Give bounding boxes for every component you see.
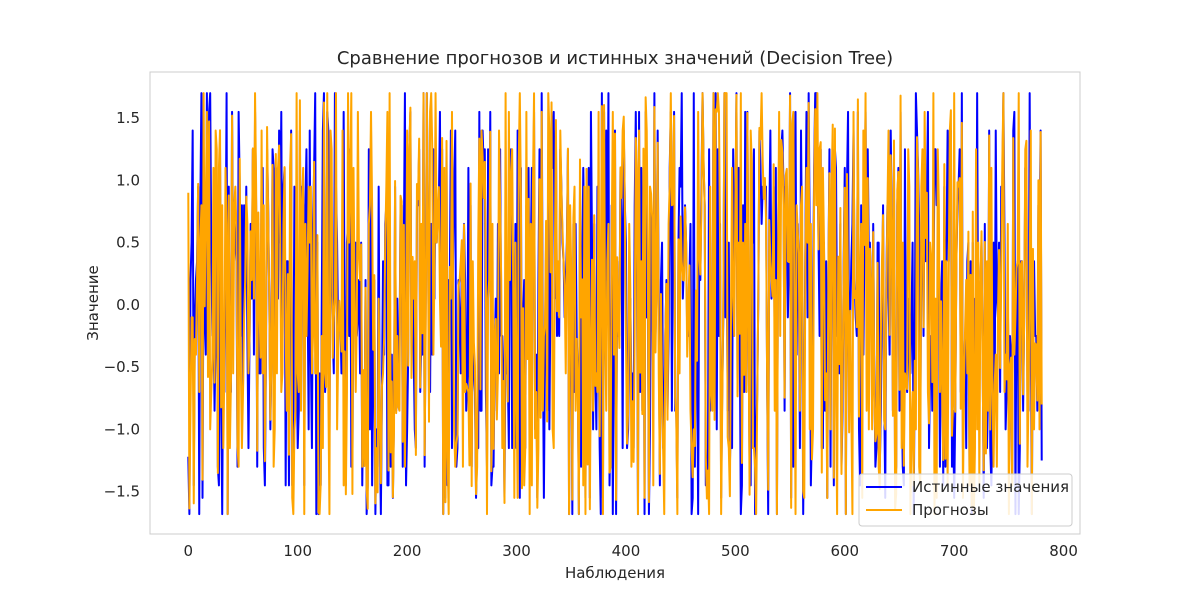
- y-tick-label: 0.5: [116, 234, 140, 252]
- x-axis-ticks: 0 100 200 300 400 500 600 700 800: [184, 542, 1078, 560]
- x-tick-label: 800: [1049, 542, 1078, 560]
- legend-label-true-values: Истинные значения: [912, 478, 1069, 496]
- x-tick-label: 700: [940, 542, 969, 560]
- y-tick-label: −0.5: [104, 358, 140, 376]
- legend-box: [858, 473, 1073, 527]
- x-tick-label: 300: [502, 542, 531, 560]
- x-tick-label: 200: [393, 542, 422, 560]
- legend: Истинные значения Прогнозы: [858, 473, 1073, 527]
- y-tick-label: 1.5: [116, 109, 140, 127]
- series-predictions-line: [187, 92, 1043, 516]
- x-tick-label: 500: [721, 542, 750, 560]
- x-tick-label: 600: [830, 542, 859, 560]
- series-layer: [187, 92, 1043, 516]
- y-tick-label: −1.0: [104, 420, 140, 438]
- y-tick-label: 0.0: [116, 296, 140, 314]
- x-tick-label: 400: [612, 542, 641, 560]
- x-tick-label: 0: [184, 542, 194, 560]
- y-axis-label: Значение: [84, 265, 102, 341]
- legend-label-predictions: Прогнозы: [912, 501, 989, 519]
- y-tick-label: 1.0: [116, 171, 140, 189]
- chart-title: Сравнение прогнозов и истинных значений …: [337, 48, 893, 69]
- x-axis-label: Наблюдения: [565, 564, 665, 582]
- x-tick-label: 100: [283, 542, 312, 560]
- y-tick-label: −1.5: [104, 483, 140, 501]
- y-axis-ticks: −1.5 −1.0 −0.5 0.0 0.5 1.0 1.5: [104, 109, 140, 501]
